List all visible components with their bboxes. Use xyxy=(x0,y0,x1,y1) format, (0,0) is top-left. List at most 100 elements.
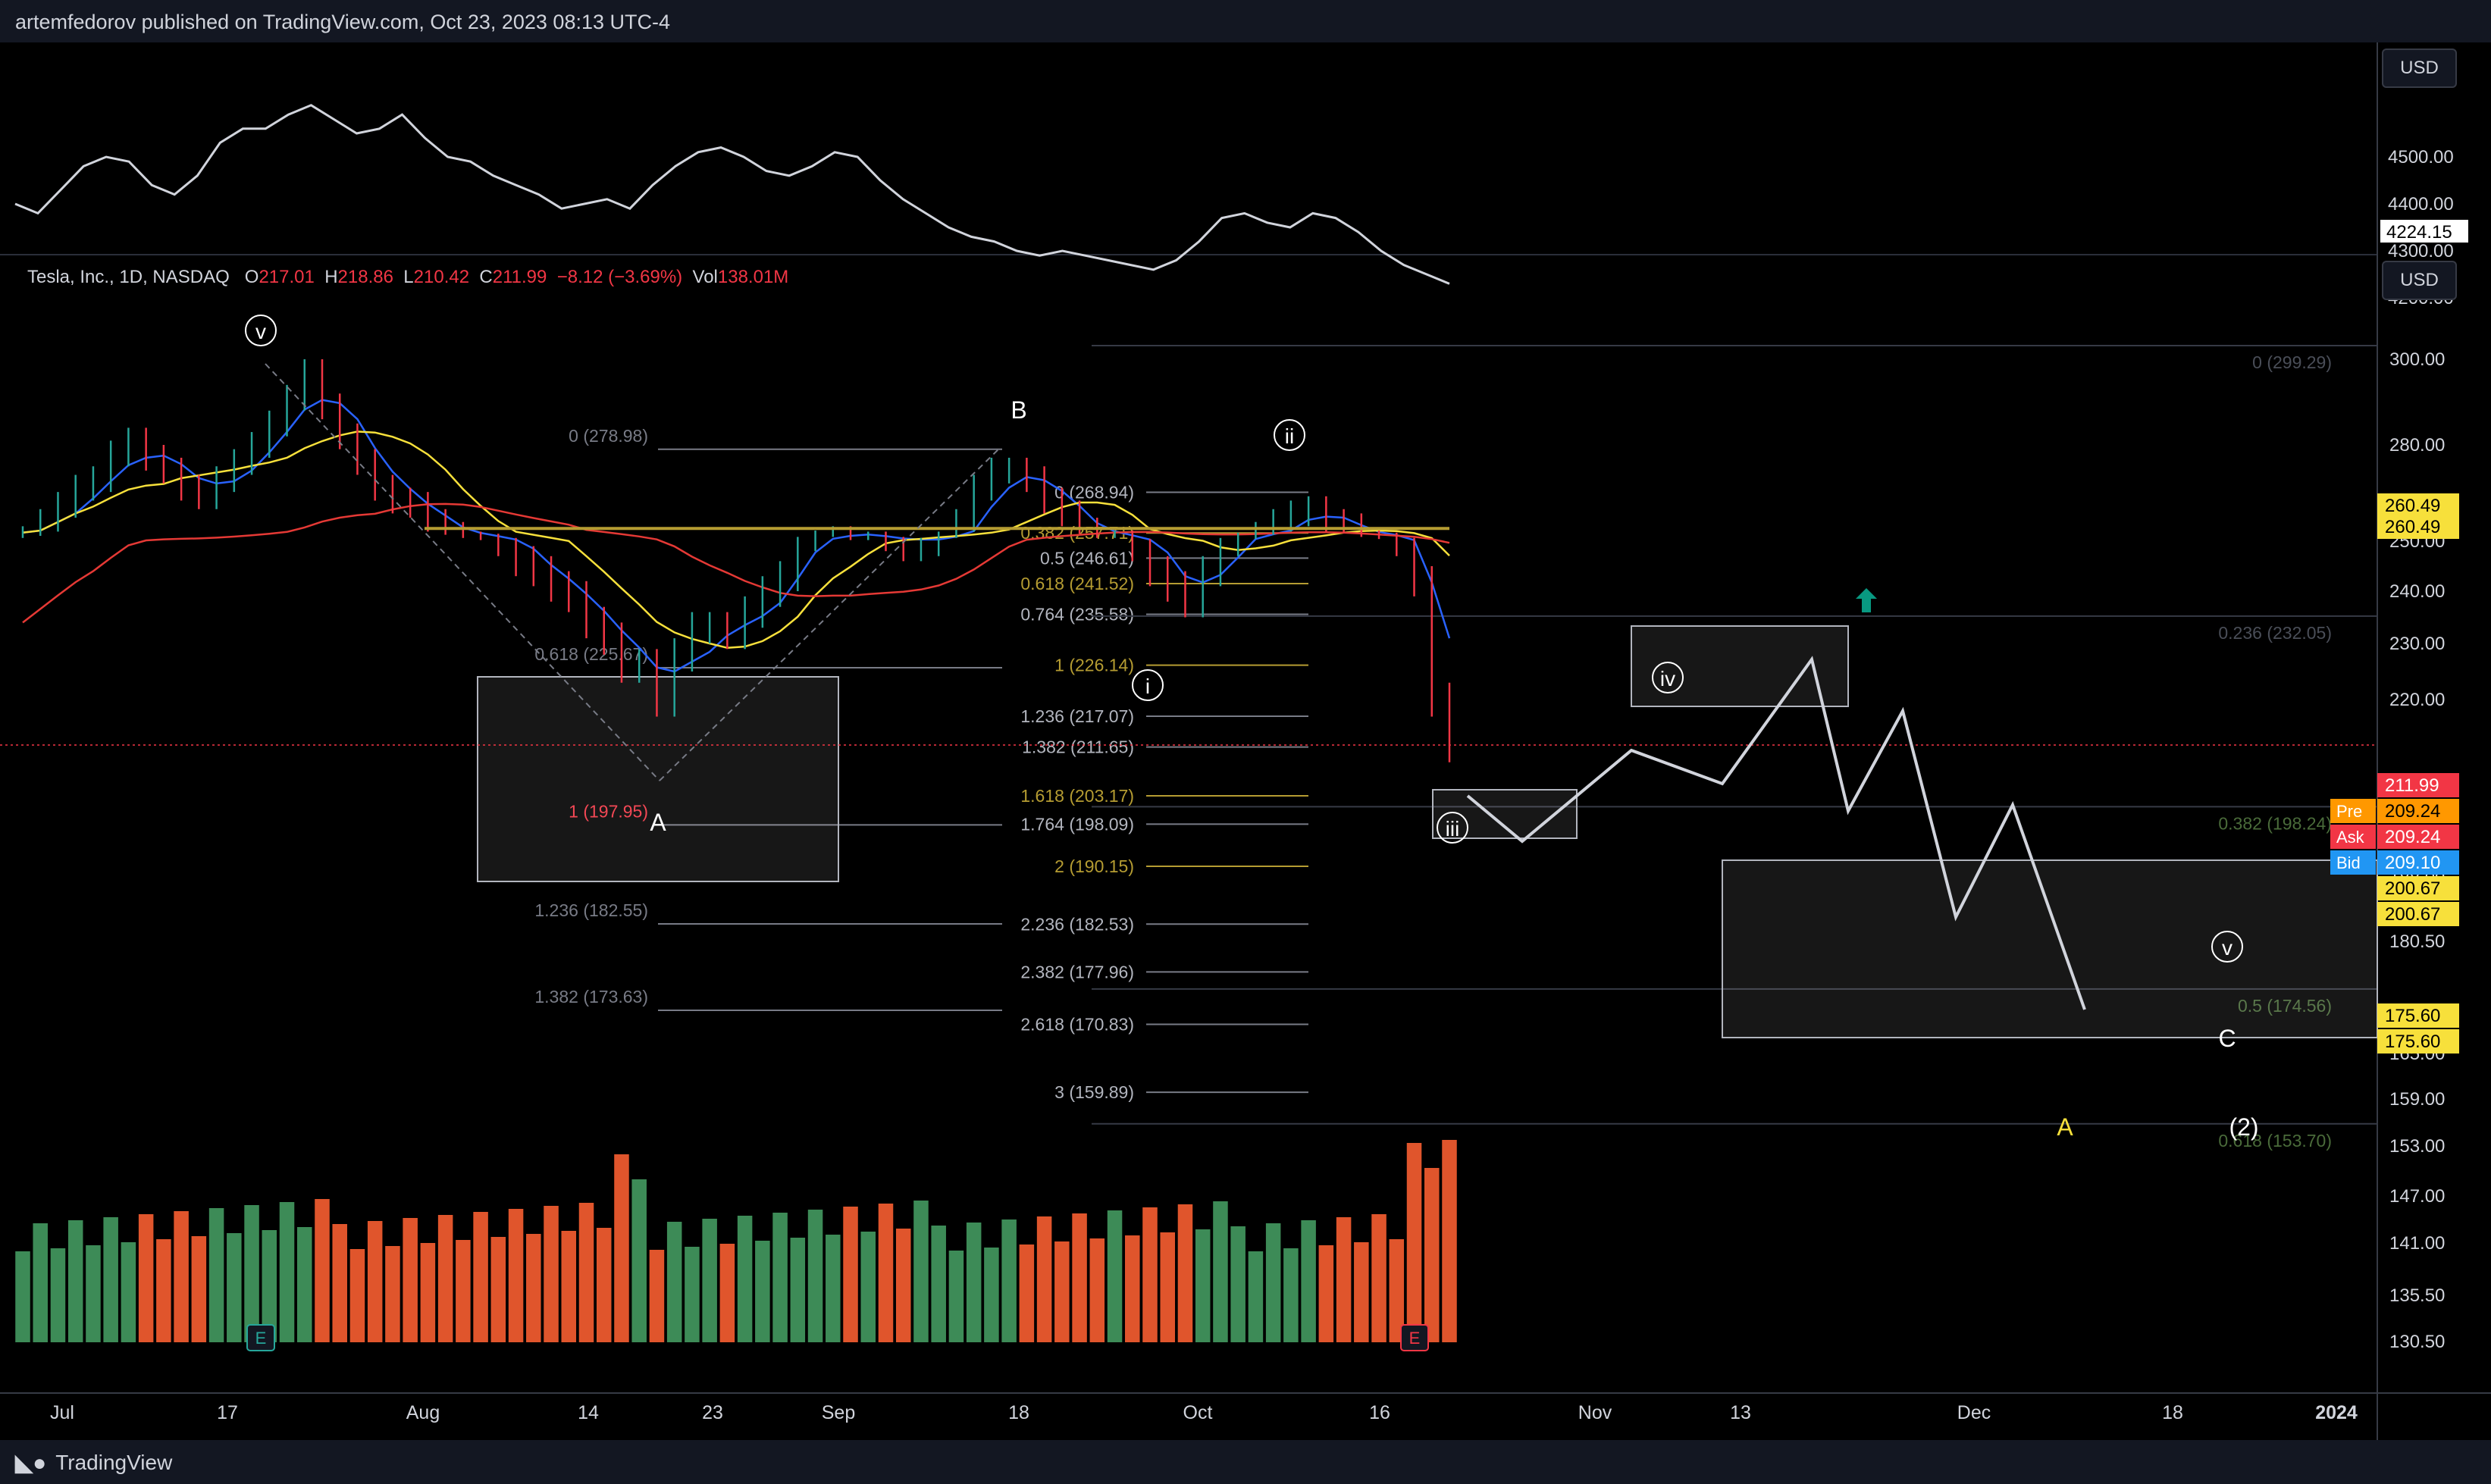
fib-left-label: 1.382 (173.63) xyxy=(534,987,648,1007)
price-tag-label: Ask xyxy=(2336,828,2365,847)
price-label-bg xyxy=(2377,515,2459,539)
price-tag-label: Bid xyxy=(2336,853,2361,872)
price-tag-bg xyxy=(2330,799,2376,823)
annotation-box xyxy=(1722,859,2378,1038)
volume-bar xyxy=(719,1244,735,1342)
price-tick-label: 130.50 xyxy=(2389,1332,2445,1352)
footer-bar: ◣● TradingView xyxy=(0,1440,2491,1484)
volume-bar xyxy=(1230,1226,1246,1342)
price-tick-label: 147.00 xyxy=(2389,1186,2445,1207)
volume-bar xyxy=(508,1209,524,1342)
price-axis: 300.00280.00260.00250.00240.00230.00220.… xyxy=(2330,349,2459,1352)
volume-bar xyxy=(315,1199,330,1342)
price-label: 200.67 xyxy=(2385,904,2440,925)
volume-bar xyxy=(279,1202,295,1342)
volume-bar xyxy=(490,1237,506,1342)
price-label-bg xyxy=(2377,493,2459,518)
volume-bar xyxy=(403,1218,418,1342)
volume-bar xyxy=(86,1245,101,1342)
legend-low-label: L xyxy=(403,267,414,287)
time-tick-label: 14 xyxy=(578,1402,599,1423)
price-label: 175.60 xyxy=(2385,1006,2440,1026)
legend-high-label: H xyxy=(324,267,338,287)
price-tick-label: 159.00 xyxy=(2389,1089,2445,1110)
volume-bar xyxy=(67,1220,83,1342)
earnings-marker-label: E xyxy=(1409,1329,1421,1348)
volume-bar xyxy=(191,1236,207,1342)
ma-slow-line xyxy=(22,502,1450,624)
fib-mid-label: 0.5 (246.61) xyxy=(1040,548,1134,568)
legend-volume-label: Vol xyxy=(692,267,718,287)
price-tick-label: 230.00 xyxy=(2389,634,2445,654)
wave-label: (2) xyxy=(2229,1113,2258,1141)
volume-bar xyxy=(984,1248,999,1342)
volume-bar xyxy=(1354,1242,1369,1342)
volume-bar xyxy=(931,1226,946,1342)
volume-bar xyxy=(526,1234,541,1342)
fib-mid-label: 2.236 (182.53) xyxy=(1020,914,1134,934)
time-tick-label: Jul xyxy=(50,1402,74,1423)
ma-fast-line xyxy=(22,399,1451,673)
volume-bar xyxy=(262,1230,277,1342)
volume-bar xyxy=(1213,1201,1228,1342)
price-tick-label: 135.50 xyxy=(2389,1285,2445,1306)
volume-bar xyxy=(420,1243,436,1342)
volume-bar xyxy=(614,1154,629,1342)
time-tick-label: 16 xyxy=(1369,1402,1390,1423)
time-tick-label: 13 xyxy=(1730,1402,1751,1423)
volume-bar xyxy=(174,1211,189,1342)
volume-bar xyxy=(1406,1143,1422,1342)
wave-label-circle xyxy=(1652,662,1684,693)
volume-bar xyxy=(1107,1210,1123,1342)
trend-dashed-line xyxy=(265,363,660,781)
fib-left-label: 1 (197.95) xyxy=(569,801,648,821)
fib-right-label: 0 (299.29) xyxy=(2252,352,2332,372)
fib-mid-label: 3 (159.89) xyxy=(1054,1082,1134,1102)
price-label: 260.49 xyxy=(2385,517,2440,537)
volume-bar xyxy=(1336,1217,1352,1342)
wave-label: B xyxy=(1010,396,1026,424)
currency-button-main[interactable]: USD xyxy=(2382,261,2457,300)
price-tick-label: 180.50 xyxy=(2389,931,2445,952)
index-last-value-bg xyxy=(2380,220,2468,243)
volume-bar xyxy=(1072,1213,1087,1342)
price-label-bg xyxy=(2377,902,2459,926)
wave-label: i xyxy=(1145,675,1150,698)
index-last-value: 4224.15 xyxy=(2386,222,2452,243)
price-label-bg xyxy=(2377,825,2459,849)
time-axis: Jul 17 Aug 14 23 Sep 18 Oct 16 Nov 13 Dec 18 2024 xyxy=(50,1402,2358,1423)
annotation-box xyxy=(1631,625,1849,707)
fib-mid-label: 0.764 (235.58) xyxy=(1020,604,1134,624)
volume-bar xyxy=(578,1203,594,1342)
price-tick-label: 141.00 xyxy=(2389,1233,2445,1254)
fib-left-label: 0.618 (225.67) xyxy=(534,644,648,664)
volume-bar xyxy=(966,1223,982,1342)
legend-open-label: O xyxy=(244,267,259,287)
fib-right-label: 0.236 (232.05) xyxy=(2218,623,2332,643)
price-label: 200.67 xyxy=(2385,878,2440,899)
tradingview-logo[interactable]: ◣● TradingView xyxy=(15,1448,172,1478)
up-arrow-icon xyxy=(1856,588,1877,612)
tradingview-mark-icon: ◣● xyxy=(15,1450,47,1476)
fib-mid-label: 1.764 (198.09) xyxy=(1020,814,1134,834)
volume-bar xyxy=(50,1248,66,1342)
trend-dashed-line xyxy=(659,446,1001,781)
volume-bars xyxy=(15,1140,1457,1342)
volume-bar xyxy=(755,1241,770,1342)
volume-bar xyxy=(1195,1229,1211,1342)
volume-bar xyxy=(1125,1235,1140,1342)
wave-label: ii xyxy=(1285,424,1294,448)
volume-bar xyxy=(332,1224,347,1342)
volume-bar xyxy=(349,1249,365,1342)
volume-bar xyxy=(685,1247,700,1342)
price-tick-label: 220.00 xyxy=(2389,690,2445,710)
wave-label: iv xyxy=(1660,667,1675,690)
volume-bar xyxy=(1019,1244,1035,1342)
fib-right-label: 0.382 (198.24) xyxy=(2218,813,2332,833)
currency-button-index[interactable]: USD xyxy=(2382,49,2457,88)
annotation-box xyxy=(477,676,839,882)
time-tick-label: 23 xyxy=(702,1402,723,1423)
volume-bar xyxy=(1371,1214,1386,1342)
volume-bar xyxy=(1160,1232,1176,1342)
